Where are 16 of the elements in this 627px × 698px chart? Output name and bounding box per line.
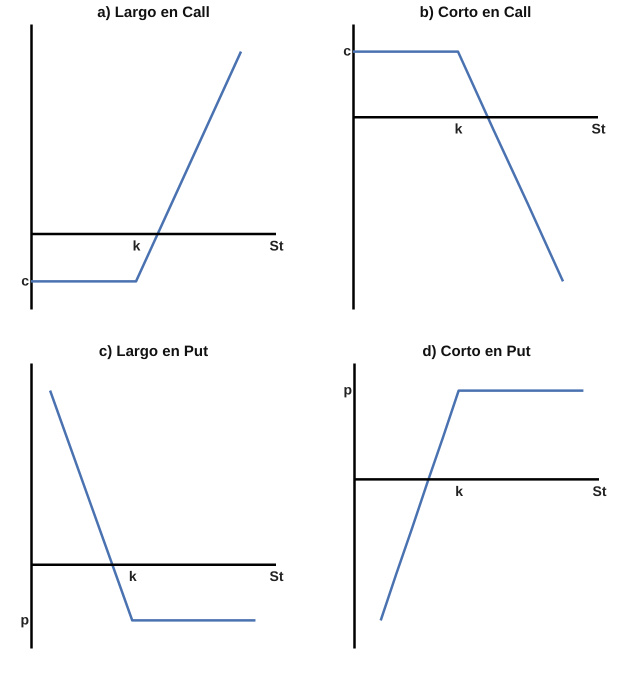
- text: p: [343, 382, 352, 398]
- chart-title: a) Largo en Call: [97, 4, 210, 21]
- text: c: [343, 42, 352, 59]
- chart-title: c) Largo en Put: [98, 343, 208, 360]
- x-tick-label: St: [270, 237, 284, 254]
- x-tick-label: k: [454, 120, 463, 137]
- x-tick-label: k: [455, 482, 464, 499]
- x-tick-label: k: [128, 568, 137, 584]
- x-tick-label: St: [592, 120, 606, 137]
- chart-title: b) Corto en Call: [420, 4, 532, 21]
- x-tick-label: St: [270, 568, 284, 584]
- text: p: [20, 611, 29, 628]
- x-tick-label: St: [592, 482, 607, 499]
- chart-title: d) Corto en Put: [422, 343, 531, 360]
- text: c: [21, 272, 30, 288]
- x-tick-label: k: [132, 237, 141, 254]
